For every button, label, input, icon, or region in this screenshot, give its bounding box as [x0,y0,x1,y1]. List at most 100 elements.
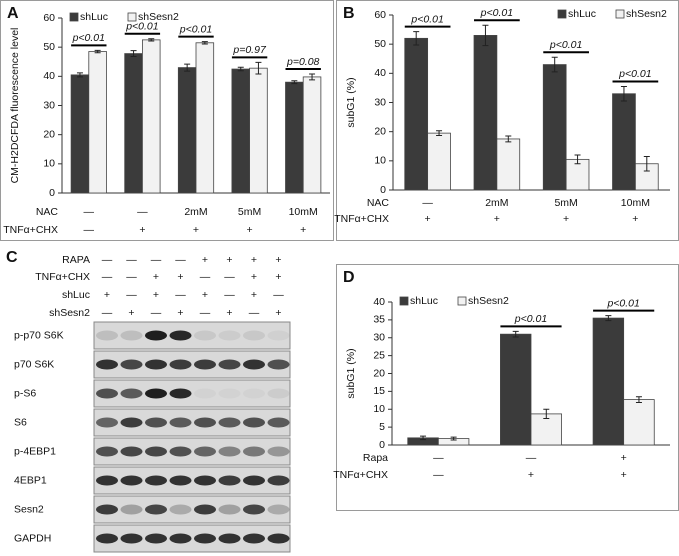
p-value: p=0.97 [232,44,267,56]
condition-label: TNFα+CHX [35,271,90,283]
blot-band [194,504,216,515]
y-tick-label: 40 [43,70,55,82]
error-bar [643,155,650,172]
bar [285,81,304,194]
error-bar [148,38,155,42]
blot-band [120,504,143,515]
error-bar [605,315,612,322]
condition-value: 5mM [238,206,261,218]
condition-value: — [175,289,186,301]
condition-value: + [226,307,232,319]
bar [141,39,161,194]
blot-band [218,388,241,399]
blot-band [267,417,290,428]
y-tick-label: 40 [374,67,386,79]
condition-value: — [126,271,137,283]
blot-label: 4EBP1 [14,474,47,486]
error-bar [450,436,457,441]
p-value: p<0.01 [125,20,158,32]
condition-value: — [102,271,113,283]
condition-value: 10mM [621,197,650,209]
blot-band [243,446,265,457]
y-tick-label: 60 [374,9,386,21]
condition-value: + [226,254,232,266]
blot-band [267,359,290,370]
condition-value: + [202,289,208,301]
blot-band [145,504,167,515]
error-bar [237,66,244,72]
legend-label: shLuc [410,295,438,307]
y-axis-label: subG1 (%) [345,77,357,127]
blot-band [120,446,143,457]
blot-band [145,359,167,370]
error-bar [291,80,298,85]
condition-value: — [151,254,162,266]
blot-band [267,330,290,341]
y-tick-label: 60 [43,12,55,24]
condition-value: + [139,224,145,236]
blot-label: S6 [14,416,27,428]
condition-label: NAC [367,197,390,209]
condition-value: + [153,271,159,283]
panel-letter: C [6,249,18,266]
y-tick-label: 5 [379,421,385,433]
panel-letter: B [343,5,355,22]
error-bar [505,135,512,143]
blot-band [218,417,241,428]
blot-band [96,417,118,428]
p-value: p<0.01 [72,32,105,44]
condition-value: + [275,254,281,266]
condition-value: + [251,289,257,301]
y-tick-label: 30 [374,96,386,108]
blot-band [120,417,143,428]
p-value: p=0.08 [286,56,320,68]
bar [530,413,562,446]
blot-band [169,330,192,341]
bar [612,93,636,191]
condition-value: 2mM [485,197,508,209]
blot-band [243,388,265,399]
condition-value: 10mM [289,206,318,218]
y-tick-label: 0 [379,439,385,451]
error-bar [574,154,581,165]
blot-band [218,533,241,544]
y-tick-label: 30 [43,99,55,111]
condition-value: — [249,307,260,319]
panel-letter: D [343,269,355,286]
condition-value: — [102,254,113,266]
blot-label: GAPDH [14,532,51,544]
y-tick-label: 0 [49,187,55,199]
blot-band [218,359,241,370]
error-bar [620,85,627,102]
blot-band [145,475,167,486]
condition-value: + [621,452,627,464]
condition-value: 2mM [184,206,207,218]
blot-band [145,417,167,428]
condition-value: + [104,289,110,301]
condition-value: — [84,206,95,218]
bar [473,35,498,191]
y-tick-label: 10 [43,158,55,170]
legend-label: shSesn2 [138,11,179,23]
blot-band [243,475,265,486]
blot-band [120,359,143,370]
y-tick-label: 15 [373,385,385,397]
condition-value: — [200,271,211,283]
blot-band [243,330,265,341]
p-value: p<0.01 [618,68,651,80]
error-bar [94,49,101,54]
legend-swatch [399,296,409,306]
condition-value: — [137,206,148,218]
legend-label: shSesn2 [468,295,509,307]
condition-value: — [102,307,113,319]
blot-band [267,533,290,544]
condition-value: + [621,469,627,481]
blot-band [120,388,143,399]
blot-band [243,533,265,544]
blot-band [96,504,118,515]
blot-band [145,446,167,457]
blot-band [267,446,290,457]
p-value: p<0.01 [179,23,212,35]
blot-band [194,417,216,428]
